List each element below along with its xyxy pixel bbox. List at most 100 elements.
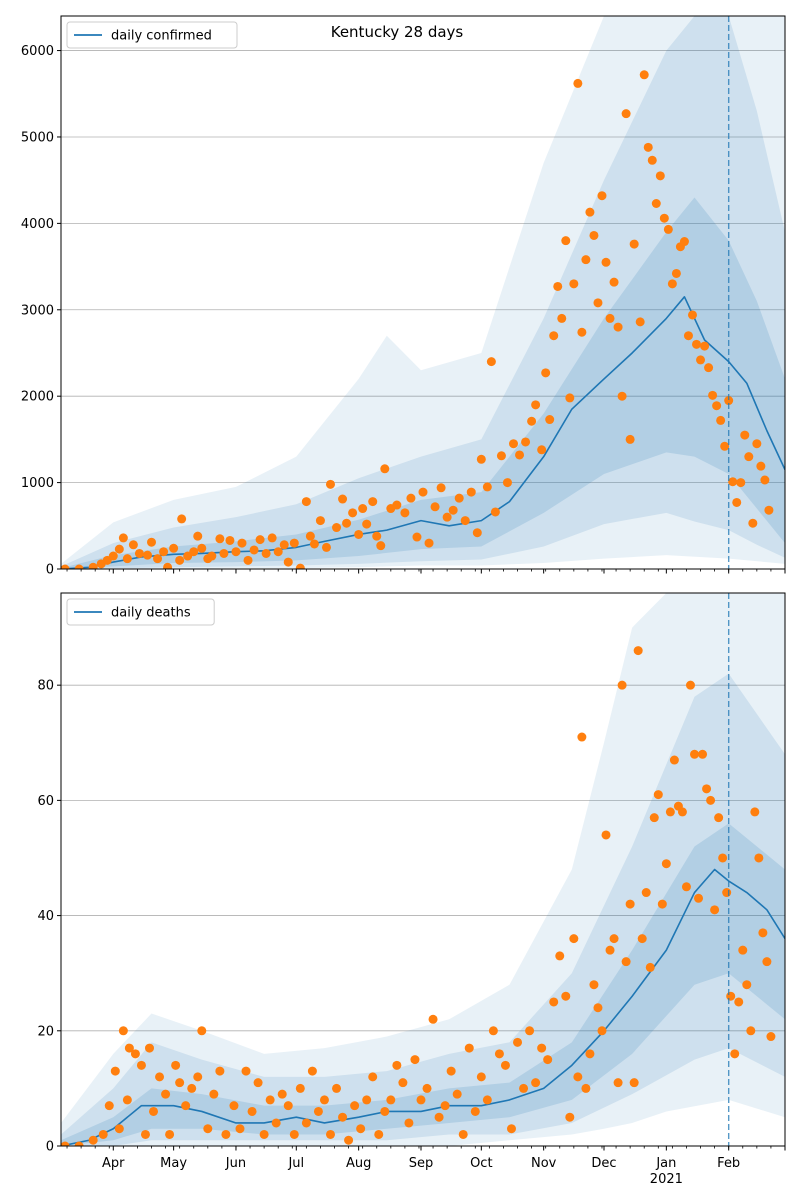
observed-point [358, 504, 368, 514]
observed-point [253, 1078, 263, 1088]
observed-point [502, 478, 512, 488]
observed-point [645, 962, 655, 972]
observed-point [61, 1141, 70, 1146]
observed-point [215, 534, 225, 544]
y-tick-label: 0 [46, 563, 54, 578]
observed-point [410, 1055, 420, 1065]
observed-point [122, 554, 132, 564]
plot-area [61, 16, 785, 569]
observed-point [593, 298, 603, 308]
observed-point [177, 514, 187, 524]
observed-point [454, 493, 464, 503]
observed-point [698, 749, 708, 759]
observed-point [279, 540, 289, 550]
observed-point [88, 562, 98, 569]
observed-point [549, 997, 559, 1007]
observed-point [265, 1095, 275, 1105]
observed-point [149, 1106, 159, 1116]
observed-point [702, 784, 712, 794]
y-tick-label: 80 [37, 679, 54, 694]
observed-point [561, 991, 571, 1001]
observed-point [513, 1037, 523, 1047]
observed-point [348, 508, 358, 518]
observed-point [259, 1129, 269, 1139]
observed-point [577, 732, 587, 742]
observed-point [541, 368, 551, 378]
observed-point [716, 415, 726, 425]
observed-point [762, 957, 772, 967]
observed-point [643, 142, 653, 152]
observed-point [581, 255, 591, 265]
observed-point [569, 934, 579, 944]
observed-point [197, 1026, 207, 1036]
observed-point [609, 934, 619, 944]
observed-point [104, 1101, 114, 1111]
observed-point [577, 327, 587, 337]
observed-point [181, 1101, 191, 1111]
observed-point [651, 199, 661, 209]
observed-point [406, 493, 416, 503]
observed-point [237, 538, 247, 548]
x-tick-label: Feb [717, 1156, 740, 1171]
observed-point [442, 512, 452, 522]
y-tick-label: 5000 [21, 130, 54, 145]
observed-point [247, 1106, 257, 1116]
observed-point [309, 539, 319, 549]
observed-point [621, 957, 631, 967]
observed-point [585, 1049, 595, 1059]
observed-point [708, 390, 718, 400]
observed-point [398, 1078, 408, 1088]
observed-point [712, 401, 722, 411]
observed-point [155, 1072, 165, 1082]
observed-point [667, 279, 677, 289]
observed-point [163, 562, 173, 569]
observed-point [283, 557, 293, 567]
observed-point [601, 830, 611, 840]
observed-point [175, 555, 185, 565]
observed-point [681, 882, 691, 892]
observed-point [140, 1129, 150, 1139]
observed-point [416, 1095, 426, 1105]
observed-point [635, 317, 645, 327]
x-tick-label: Nov [531, 1156, 557, 1171]
confirmed-panel: 0 1000 2000 3000 4000 5000 6000 daily confirmed [21, 15, 786, 578]
observed-point [229, 1101, 239, 1111]
observed-point [452, 1089, 462, 1099]
observed-point [362, 519, 372, 529]
observed-point [215, 1066, 225, 1076]
observed-point [225, 535, 235, 545]
observed-point [537, 445, 547, 455]
observed-point [609, 277, 619, 287]
observed-point [629, 239, 639, 249]
observed-point [496, 451, 506, 461]
observed-point [593, 1003, 603, 1013]
axes-frame [60, 592, 786, 1147]
observed-point [661, 859, 671, 869]
observed-point [690, 749, 699, 759]
observed-point [494, 1049, 504, 1059]
y-tick-label: 0 [46, 1140, 54, 1155]
y-tick-label: 6000 [21, 44, 54, 59]
observed-point [255, 535, 265, 545]
observed-point [460, 516, 470, 526]
observed-point [639, 70, 649, 80]
x-tick-label: Jun [225, 1156, 246, 1171]
y-tick-label: 1000 [21, 476, 54, 491]
observed-point [189, 547, 199, 557]
observed-point [553, 281, 563, 291]
observed-point [742, 980, 752, 990]
observed-point [597, 191, 607, 201]
observed-point [128, 540, 138, 550]
observed-point [726, 991, 736, 1001]
observed-point [605, 313, 615, 323]
observed-point [307, 1066, 317, 1076]
observed-point [521, 437, 531, 447]
x-tick-label: Apr [102, 1156, 125, 1171]
observed-point [354, 529, 364, 539]
observed-point [249, 545, 259, 555]
observed-point [482, 482, 492, 492]
observed-point [617, 391, 627, 401]
observed-point [758, 928, 768, 938]
observed-point [633, 646, 643, 656]
